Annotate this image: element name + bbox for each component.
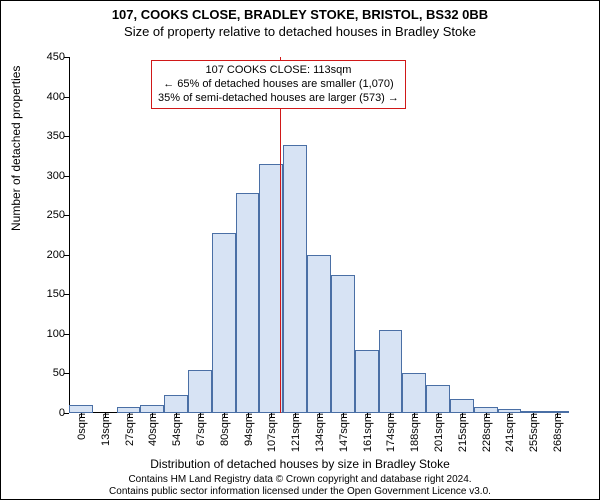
histogram-bar: [402, 373, 426, 413]
histogram-bar: [164, 395, 188, 413]
x-tick-label: 174sqm: [383, 413, 397, 452]
histogram-bar: [450, 399, 474, 413]
annotation-line-3: 35% of semi-detached houses are larger (…: [158, 92, 399, 106]
x-tick-label: 147sqm: [336, 413, 350, 452]
y-tick-mark: [64, 215, 69, 216]
x-tick-label: 13sqm: [98, 413, 112, 446]
x-tick-label: 201sqm: [431, 413, 445, 452]
histogram-bar: [355, 350, 379, 413]
x-tick-label: 27sqm: [122, 413, 136, 446]
x-tick-label: 107sqm: [264, 413, 278, 452]
histogram-bar: [69, 405, 93, 413]
chart-title-main: 107, COOKS CLOSE, BRADLEY STOKE, BRISTOL…: [1, 7, 599, 22]
x-tick-label: 54sqm: [169, 413, 183, 446]
x-tick-label: 255sqm: [526, 413, 540, 452]
histogram-bar: [331, 275, 355, 413]
y-tick-mark: [64, 255, 69, 256]
x-tick-label: 67sqm: [193, 413, 207, 446]
y-tick-mark: [64, 373, 69, 374]
annotation-line-2: ← 65% of detached houses are smaller (1,…: [158, 78, 399, 92]
y-tick-mark: [64, 334, 69, 335]
histogram-bar: [283, 145, 307, 413]
x-tick-label: 161sqm: [360, 413, 374, 452]
chart-title-sub: Size of property relative to detached ho…: [1, 24, 599, 39]
credit-line-2: Contains public sector information licen…: [1, 486, 599, 498]
histogram-bar: [212, 233, 236, 413]
y-axis-line: [69, 57, 70, 413]
y-tick-mark: [64, 97, 69, 98]
x-tick-label: 134sqm: [312, 413, 326, 452]
x-tick-label: 40sqm: [145, 413, 159, 446]
y-axis-label: Number of detached properties: [9, 66, 23, 231]
x-tick-label: 188sqm: [407, 413, 421, 452]
plot-area: 0501001502002503003504004500sqm13sqm27sq…: [69, 57, 569, 413]
y-tick-mark: [64, 136, 69, 137]
x-tick-label: 0sqm: [74, 413, 88, 440]
histogram-bar: [140, 405, 164, 413]
annotation-box: 107 COOKS CLOSE: 113sqm← 65% of detached…: [151, 60, 406, 109]
y-tick-mark: [64, 57, 69, 58]
x-axis-label: Distribution of detached houses by size …: [1, 457, 599, 471]
y-tick-mark: [64, 413, 69, 414]
x-tick-label: 268sqm: [550, 413, 564, 452]
x-tick-label: 228sqm: [479, 413, 493, 452]
x-tick-label: 80sqm: [217, 413, 231, 446]
x-tick-label: 215sqm: [455, 413, 469, 452]
histogram-bar: [188, 370, 212, 414]
credits: Contains HM Land Registry data © Crown c…: [1, 474, 599, 497]
y-tick-mark: [64, 176, 69, 177]
x-tick-label: 241sqm: [502, 413, 516, 452]
histogram-bar: [426, 385, 450, 413]
chart-container: { "titles": { "main": "107, COOKS CLOSE,…: [0, 0, 600, 500]
annotation-line-1: 107 COOKS CLOSE: 113sqm: [158, 64, 399, 78]
histogram-bar: [236, 193, 260, 413]
y-tick-mark: [64, 294, 69, 295]
x-tick-label: 121sqm: [288, 413, 302, 452]
credit-line-1: Contains HM Land Registry data © Crown c…: [1, 474, 599, 486]
histogram-bar: [307, 255, 331, 413]
x-tick-label: 94sqm: [241, 413, 255, 446]
reference-line: [280, 57, 281, 413]
histogram-bar: [379, 330, 403, 413]
